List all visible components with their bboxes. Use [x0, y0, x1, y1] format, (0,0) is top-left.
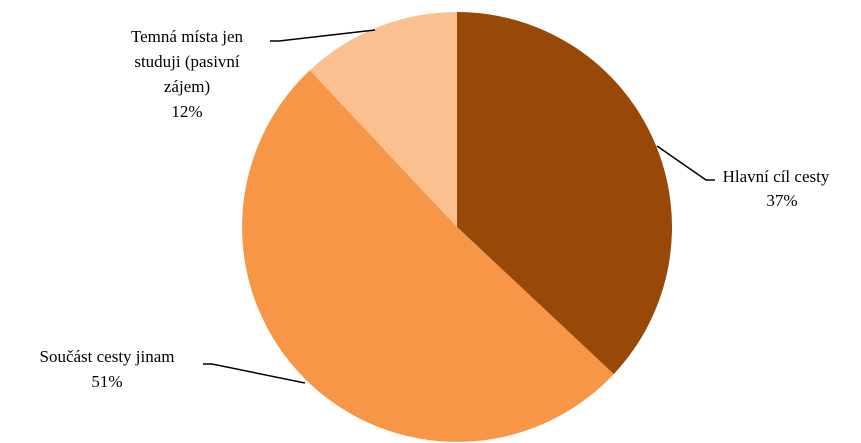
slice-percent-label-3: 12% — [171, 102, 202, 121]
slice-label-2-line-1: Součást cesty jinam — [39, 347, 174, 366]
pie-slice-3 — [309, 12, 457, 227]
leader-line-3 — [270, 29, 376, 42]
slice-percent-label-2: 51% — [91, 372, 122, 391]
pie-slices — [242, 12, 673, 442]
leader-line-1 — [656, 145, 715, 181]
slice-label-3-line-1: Temná místa jen — [131, 27, 244, 46]
slice-percent-label-1: 37% — [766, 191, 797, 210]
leader-line-2 — [203, 363, 306, 384]
slice-labels: Hlavní cíl cesty 37% Součást cesty jinam 51… — [39, 27, 829, 391]
slice-label-3-line-3: zájem) — [164, 77, 210, 96]
pie-slice-2 — [242, 70, 614, 442]
leader-lines — [203, 29, 715, 384]
slice-label-3-line-2: studuji (pasivní — [134, 52, 240, 71]
slice-label-1-line-1: Hlavní cíl cesty — [723, 167, 830, 186]
pie-slice-1 — [457, 12, 673, 375]
